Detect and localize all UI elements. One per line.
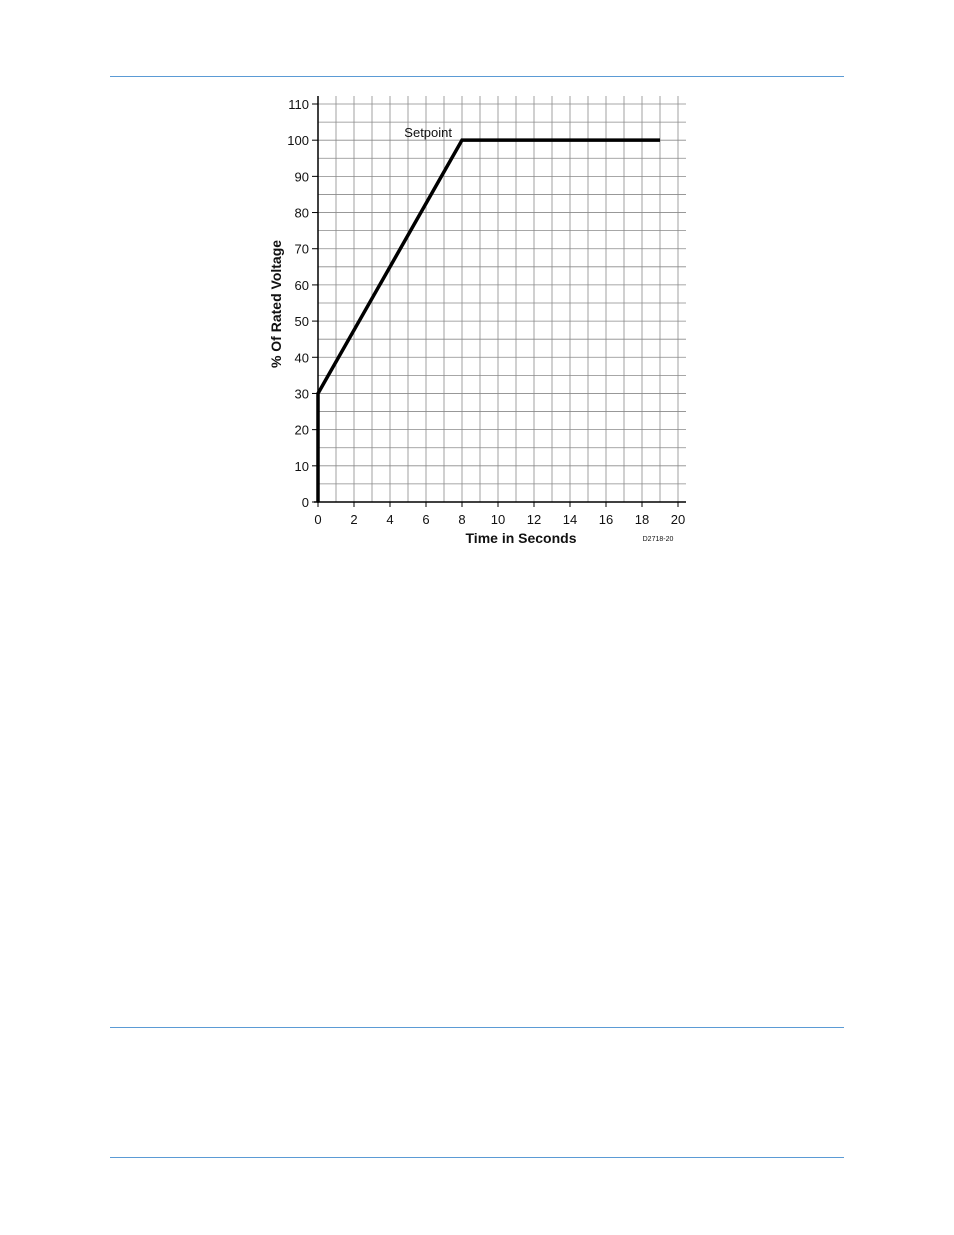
y-axis-label: % Of Rated Voltage (268, 240, 284, 368)
y-tick-label: 110 (288, 97, 309, 112)
y-tick-label: 40 (295, 350, 309, 365)
x-tick-label: 10 (491, 512, 505, 527)
x-tick-label: 12 (527, 512, 541, 527)
y-tick-label: 50 (295, 314, 309, 329)
x-tick-label: 4 (386, 512, 393, 527)
y-tick-label: 10 (295, 459, 309, 474)
x-tick-label: 6 (422, 512, 429, 527)
y-tick-label: 80 (295, 206, 309, 221)
y-tick-label: 90 (295, 169, 309, 184)
x-tick-labels: 0 2 4 6 8 10 12 14 16 18 20 (314, 512, 685, 527)
x-tick-label: 20 (671, 512, 685, 527)
x-tick-label: 14 (563, 512, 577, 527)
y-tick-labels: 0 10 20 30 40 50 60 70 80 90 100 110 (287, 97, 309, 510)
y-tick-label: 60 (295, 278, 309, 293)
x-axis-label: Time in Seconds (466, 530, 577, 546)
x-tick-label: 8 (458, 512, 465, 527)
x-tick-label: 0 (314, 512, 321, 527)
chart-series (316, 138, 660, 502)
y-tick-label: 0 (302, 495, 309, 510)
voltage-series-line (316, 138, 660, 502)
y-tick-label: 70 (295, 242, 309, 257)
setpoint-annotation: Setpoint (404, 125, 452, 140)
chart-annotations: Setpoint (404, 125, 452, 140)
x-tick-label: 16 (599, 512, 613, 527)
chart-axes (312, 96, 686, 507)
y-tick-label: 20 (295, 423, 309, 438)
footer-rule-lower (110, 1157, 844, 1158)
chart-grid (318, 96, 686, 502)
x-tick-label: 2 (350, 512, 357, 527)
y-tick-label: 100 (287, 133, 309, 148)
footer-rule-upper (110, 1027, 844, 1028)
figure-id-label: D2718-20 (643, 536, 674, 543)
y-tick-label: 30 (295, 386, 309, 401)
x-tick-label: 18 (635, 512, 649, 527)
voltage-buildup-chart: 0 2 4 6 8 10 12 14 16 18 20 0 10 20 30 40 50 60 70 80 90 100… (268, 96, 686, 546)
header-rule (110, 76, 844, 77)
